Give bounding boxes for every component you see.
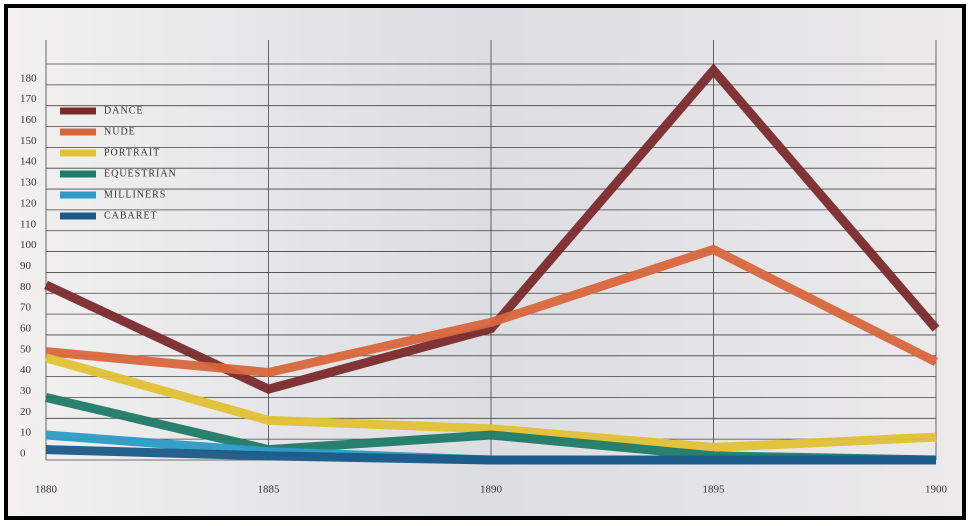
- y-tick-label: 150: [20, 135, 37, 147]
- y-tick-label: 140: [20, 156, 37, 168]
- x-tick-label: 1880: [35, 484, 58, 496]
- y-tick-label: 10: [20, 427, 32, 439]
- y-tick-label: 80: [20, 281, 32, 293]
- y-tick-label: 170: [20, 93, 37, 105]
- y-tick-label: 20: [20, 406, 32, 418]
- series-line: [45, 445, 936, 465]
- legend-label: MILLINERS: [104, 189, 166, 200]
- legend-label: PORTRAIT: [104, 147, 160, 158]
- y-tick-label: 70: [20, 302, 32, 314]
- y-tick-label: 180: [20, 72, 37, 84]
- y-tick-label: 30: [20, 385, 32, 397]
- legend-label: DANCE: [104, 105, 143, 116]
- y-tick-label: 120: [20, 197, 37, 209]
- series-line: [44, 353, 937, 453]
- y-tick-label: 90: [20, 260, 32, 272]
- plot-area: 0 10 20 30 40 50 60 70 80 90 100 110 120 130 140 150 160…: [20, 40, 948, 496]
- y-tick-label: 110: [20, 218, 37, 230]
- x-tick-label: 1895: [703, 484, 726, 496]
- y-tick-label: 40: [20, 364, 32, 376]
- y-tick-label: 160: [20, 114, 37, 126]
- series-line: [45, 244, 939, 378]
- y-tick-label: 130: [20, 177, 37, 189]
- series-line: [44, 63, 940, 394]
- y-tick-label: 60: [20, 322, 32, 334]
- x-tick-label: 1890: [480, 484, 503, 496]
- y-tick-label: 100: [20, 239, 37, 251]
- x-tick-label: 1885: [258, 484, 281, 496]
- y-tick-label: 0: [20, 448, 26, 460]
- y-tick-label: 50: [20, 343, 32, 355]
- x-tick-label: 1900: [925, 484, 948, 496]
- legend-label: NUDE: [104, 126, 136, 137]
- legend-label: EQUESTRIAN: [104, 168, 177, 179]
- legend-label: CABARET: [104, 210, 158, 221]
